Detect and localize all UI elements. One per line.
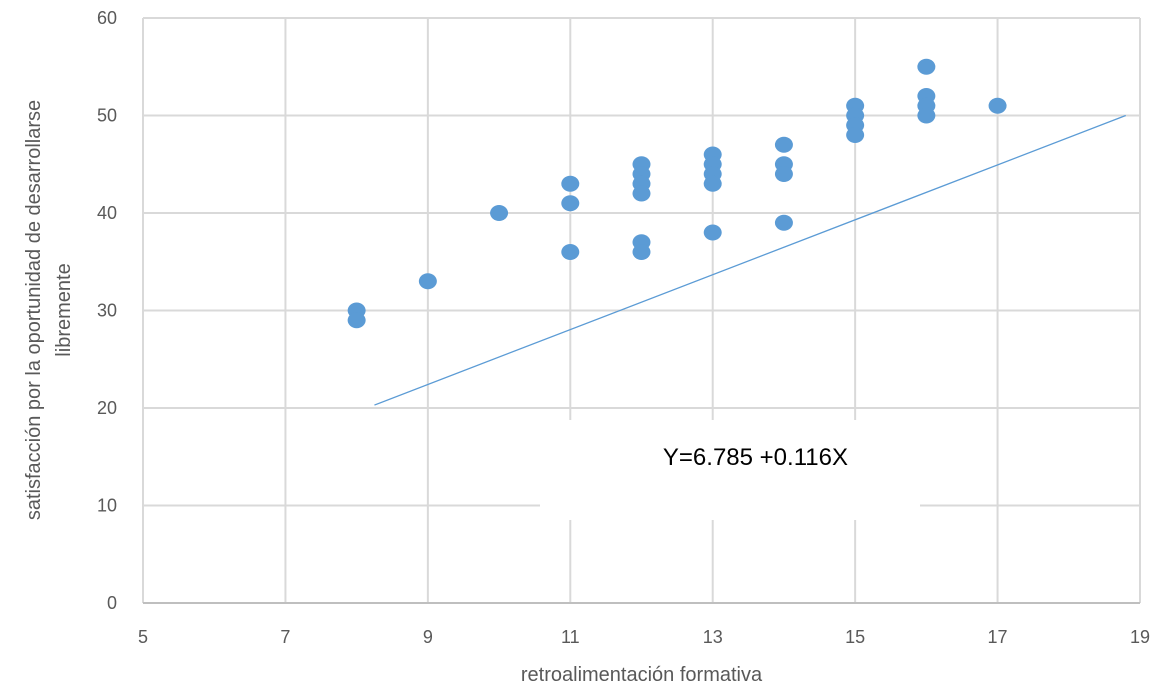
y-axis-title-line-2: libremente <box>53 263 75 356</box>
data-point <box>561 195 580 212</box>
y-axis-title-line-1: satisfacción por la oportunidad de desar… <box>23 100 45 520</box>
data-point <box>846 127 865 143</box>
trendline <box>374 114 1126 406</box>
data-point <box>418 273 437 290</box>
x-tick-label: 17 <box>988 627 1008 647</box>
data-point <box>703 175 722 192</box>
y-tick-label: 60 <box>97 8 117 28</box>
x-tick-label: 5 <box>138 627 148 647</box>
y-tick-label: 20 <box>97 398 117 418</box>
trendline-layer <box>374 114 1126 406</box>
data-point <box>632 185 651 202</box>
equation-background <box>540 420 920 520</box>
data-point <box>988 97 1007 114</box>
data-point <box>561 244 580 260</box>
data-points <box>347 58 1007 329</box>
regression-equation-label: Y=6.785 +0.116X <box>663 444 848 471</box>
y-tick-label: 40 <box>97 203 117 223</box>
x-tick-label: 7 <box>280 627 290 647</box>
y-tick-label: 0 <box>107 593 117 613</box>
data-point <box>703 224 722 241</box>
data-point <box>917 58 936 75</box>
equation-annotation: Y=6.785 +0.116X <box>540 420 920 520</box>
data-point <box>917 107 936 124</box>
data-point <box>347 312 366 329</box>
x-tick-label: 11 <box>561 627 580 647</box>
y-tick-label: 30 <box>97 301 117 321</box>
x-tick-label: 13 <box>703 627 723 647</box>
data-point <box>774 136 793 153</box>
data-point <box>561 175 580 192</box>
y-tick-label: 10 <box>97 496 117 516</box>
x-tick-label: 15 <box>845 627 865 647</box>
y-tick-label: 50 <box>97 106 117 126</box>
data-point <box>632 244 651 260</box>
data-point <box>774 214 793 231</box>
data-point <box>774 166 793 182</box>
tick-labels: 0 10 20 30 40 50 60 5 7 9 11 13 15 17 19 <box>97 8 1150 647</box>
x-tick-label: 19 <box>1130 627 1150 647</box>
data-point <box>490 205 509 221</box>
x-tick-label: 9 <box>423 627 433 647</box>
x-axis-title: retroalimentación formativa <box>521 664 763 686</box>
y-axis-title: satisfacción por la oportunidad de desar… <box>23 100 75 520</box>
